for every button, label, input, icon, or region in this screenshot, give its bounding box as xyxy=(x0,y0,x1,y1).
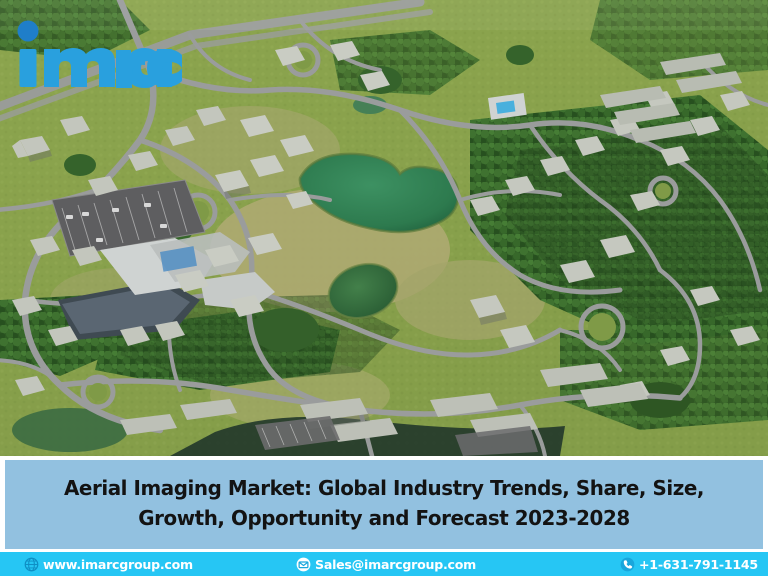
aerial-photo xyxy=(0,0,768,456)
footer-website-label: www.imarcgroup.com xyxy=(43,556,193,572)
phone-icon xyxy=(620,557,635,572)
title-band: Aerial Imaging Market: Global Industry T… xyxy=(0,456,768,552)
footer-email-label: Sales@imarcgroup.com xyxy=(315,556,477,572)
envelope-icon xyxy=(296,557,311,572)
footer-phone[interactable]: +1-631-791-1145 xyxy=(620,557,758,572)
page-title: Aerial Imaging Market: Global Industry T… xyxy=(63,476,705,530)
globe-icon xyxy=(24,557,39,572)
title-inner: Aerial Imaging Market: Global Industry T… xyxy=(5,460,763,549)
imarc-logo[interactable] xyxy=(8,18,188,92)
logo-dot xyxy=(17,20,39,42)
footer-phone-label: +1-631-791-1145 xyxy=(639,556,758,572)
contact-footer: www.imarcgroup.com Sales@imarcgroup.com … xyxy=(0,552,768,576)
footer-website[interactable]: www.imarcgroup.com xyxy=(24,557,193,572)
footer-email[interactable]: Sales@imarcgroup.com xyxy=(296,557,476,572)
